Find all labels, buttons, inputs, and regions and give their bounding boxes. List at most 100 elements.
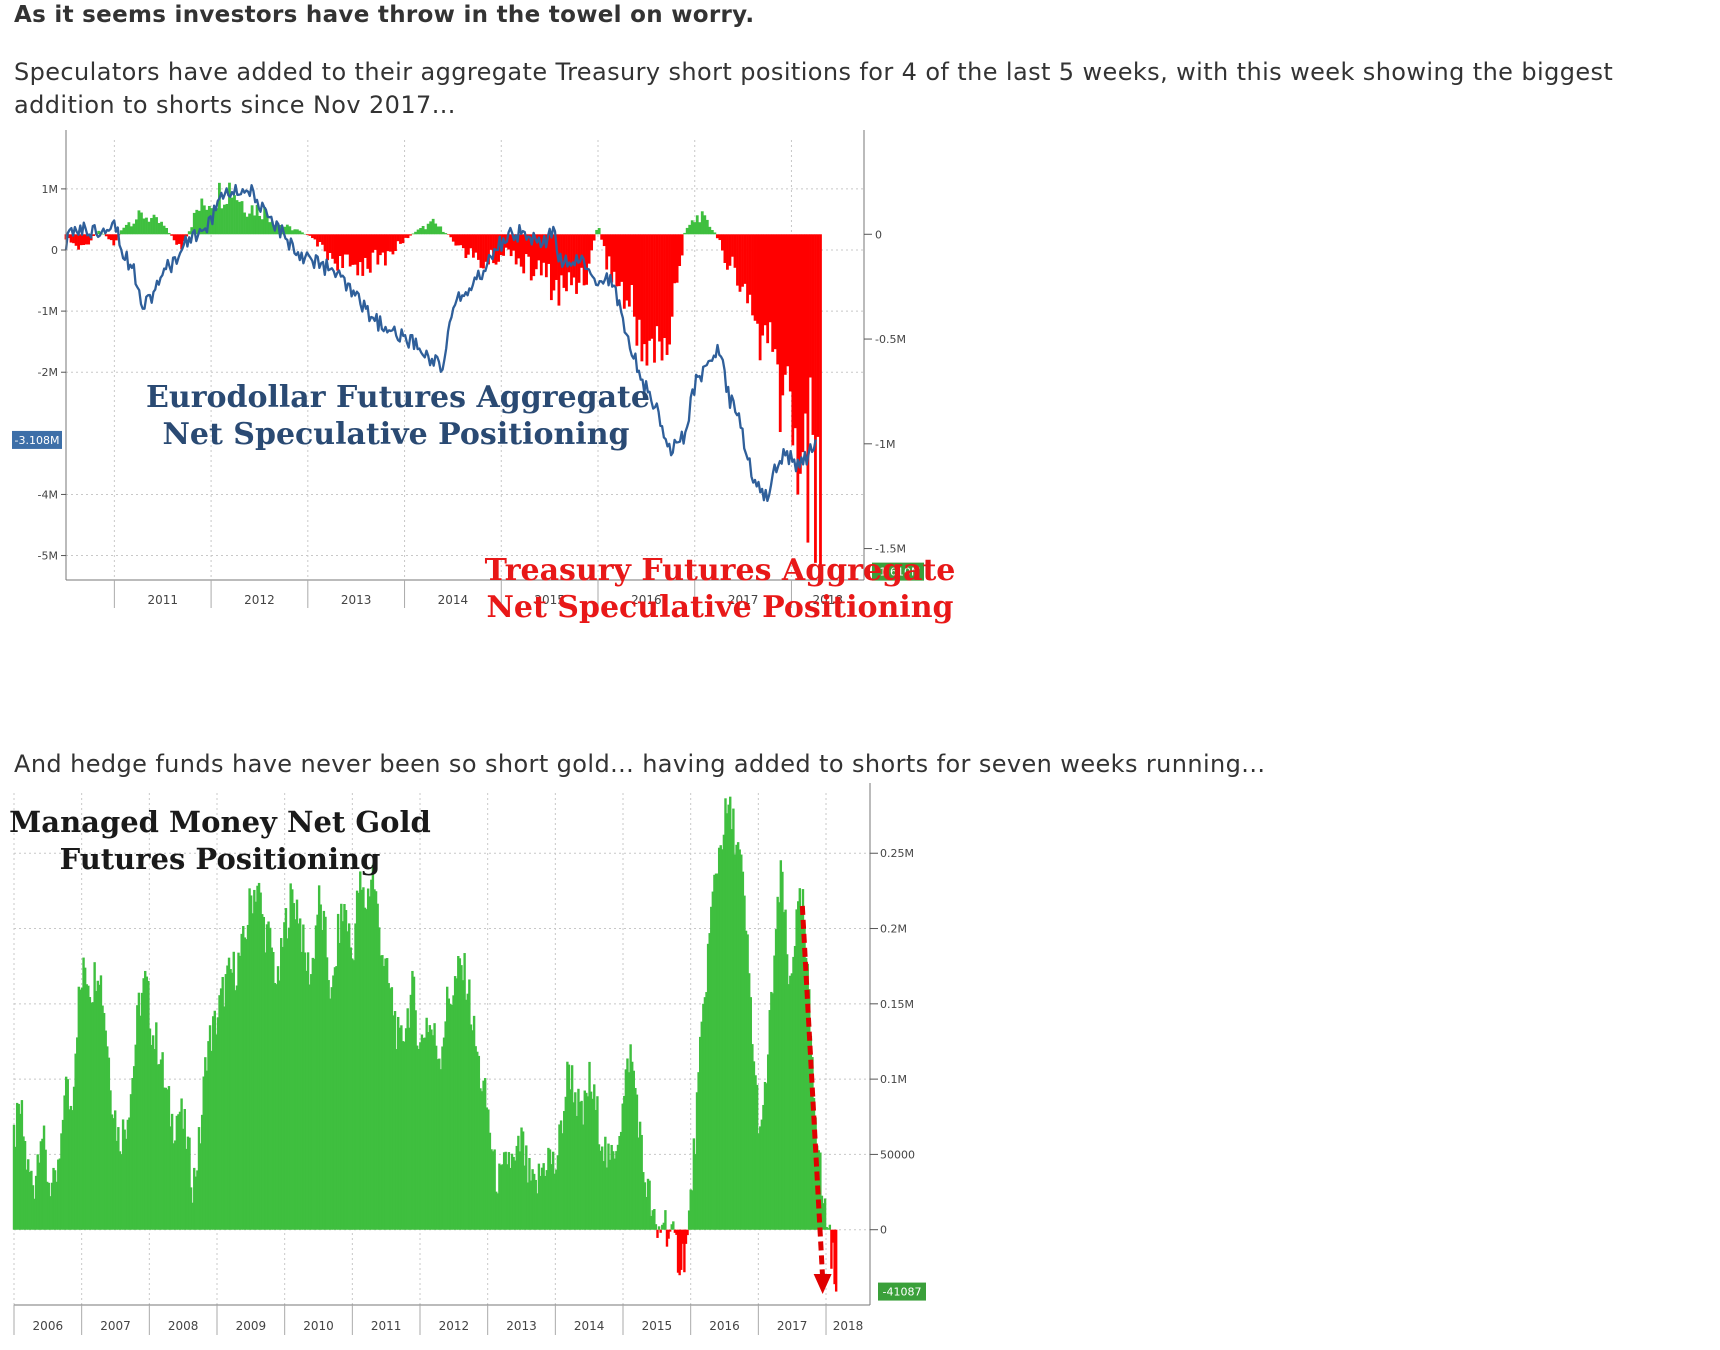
treasury-bar (788, 234, 792, 392)
treasury-bar (708, 226, 712, 235)
gold-bar (57, 1159, 60, 1230)
gold-bar (711, 891, 715, 1230)
treasury-bar (303, 233, 307, 235)
gold-bar (493, 1149, 496, 1230)
treasury-bar (461, 234, 465, 249)
gold-bar (156, 1064, 160, 1230)
gold-bar (506, 1164, 509, 1230)
gold-bar (398, 1027, 401, 1230)
gold-bar (623, 1095, 626, 1230)
treasury-bar (690, 220, 694, 235)
gold-bar (708, 933, 711, 1230)
paragraph-treasury-shorts: Speculators have added to their aggregat… (14, 58, 1614, 119)
gold-bar (313, 958, 316, 1230)
right-tick-label: 0.15M (880, 998, 914, 1011)
treasury-bar (670, 234, 674, 317)
treasury-bar (685, 227, 689, 235)
gold-bar (616, 1144, 620, 1230)
gold-bar (608, 1159, 612, 1230)
gold-bar (385, 958, 389, 1230)
gold-bar (262, 916, 266, 1230)
treasury-bar (718, 234, 722, 241)
treasury-bar (79, 234, 83, 246)
gold-bar (700, 1021, 703, 1230)
gold-bar (458, 958, 462, 1230)
treasury-bar (361, 234, 365, 276)
treasury-bar (92, 234, 96, 237)
gold-bar (656, 1229, 659, 1238)
gold-bar (52, 1167, 55, 1230)
gold-bar (164, 1087, 167, 1230)
treasury-bar (602, 234, 606, 247)
treasury-bar (238, 201, 241, 235)
gold-bar (384, 958, 387, 1230)
gold-bar (632, 1070, 635, 1230)
treasury-bar (532, 234, 536, 277)
gold-bar (566, 1061, 569, 1230)
treasury-bar (265, 214, 269, 235)
gold-bar (540, 1167, 544, 1230)
gold-bar (444, 1021, 447, 1230)
gold-bar (455, 978, 458, 1230)
treasury-bar (595, 229, 599, 235)
treasury-bar (142, 218, 146, 235)
gold-bar (302, 924, 305, 1230)
gold-bar (545, 1170, 549, 1230)
gold-bar (60, 1133, 63, 1230)
treasury-bar (502, 234, 505, 256)
gold-bar (131, 1077, 134, 1230)
treasury-bar (527, 234, 531, 257)
treasury-bar (809, 234, 812, 378)
treasury-bar (811, 234, 815, 435)
treasury-bar (77, 234, 80, 250)
treasury-bar (195, 209, 199, 235)
decline-arrow (799, 905, 832, 1294)
left-last-value-badge (12, 430, 62, 449)
gold-bar (268, 927, 272, 1230)
gold-bar (526, 1182, 530, 1230)
gold-bar (412, 976, 416, 1230)
gold-bar (431, 1035, 435, 1230)
gold-bar (449, 1003, 452, 1230)
gold-bar (229, 969, 232, 1230)
gold-bar (374, 891, 378, 1230)
treasury-bar (673, 234, 677, 284)
x-tick-label: 2012 (439, 1319, 470, 1333)
gold-bar (204, 1057, 207, 1230)
gold-bar (166, 1089, 169, 1230)
treasury-bar (386, 234, 390, 252)
treasury-bar (248, 213, 251, 235)
gold-bar (33, 1198, 36, 1230)
gold-bar (476, 1051, 479, 1230)
treasury-bar (82, 234, 86, 245)
gold-bar (798, 888, 802, 1230)
treasury-bar (87, 234, 91, 245)
gold-bar (525, 1145, 528, 1230)
treasury-bar (643, 234, 646, 345)
treasury-bar (205, 209, 209, 235)
treasury-bar (389, 234, 392, 252)
gold-bar (379, 955, 383, 1230)
treasury-bar (683, 232, 687, 235)
chart2-axes: 0.25M 0.2M 0.15M 0.1M 50000 0 2006 2007 2008 2009… (13, 783, 926, 1335)
treasury-bar (358, 234, 362, 263)
gold-bar (520, 1127, 523, 1230)
gold-bar (532, 1173, 536, 1230)
gold-bar (61, 1119, 65, 1230)
gold-bar (738, 849, 741, 1230)
gold-bar (564, 1096, 567, 1230)
treasury-bar (285, 224, 289, 235)
gold-bar (482, 1080, 485, 1230)
treasury-bar (776, 234, 780, 365)
gold-bar (721, 849, 724, 1230)
treasury-bar (806, 234, 810, 543)
gold-bar (733, 854, 737, 1230)
treasury-bar (288, 226, 292, 235)
gold-bar (95, 991, 98, 1230)
gold-bar (373, 889, 376, 1230)
treasury-bar (572, 234, 576, 278)
gold-bar (683, 1229, 686, 1273)
treasury-bar (170, 234, 174, 236)
treasury-bar (185, 234, 189, 237)
treasury-bar (157, 223, 161, 235)
